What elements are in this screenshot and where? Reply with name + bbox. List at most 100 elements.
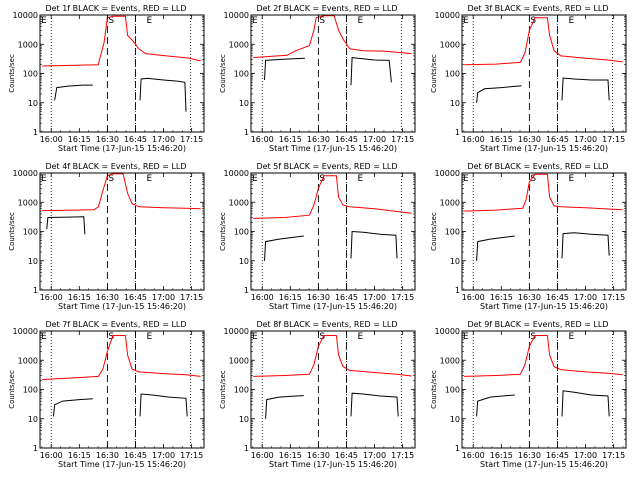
series-events-2: [139, 393, 188, 417]
x-tick-label: 17:15: [602, 135, 625, 144]
marker-label-end: E: [357, 174, 363, 184]
panel-det-2f: Det 2f BLACK = Events, RED = LLD E S E 1 10 10…: [219, 4, 416, 153]
y-tick-label: 100: [234, 228, 249, 237]
x-tick-label: 16:00: [40, 135, 63, 144]
marker-label-end: E: [568, 332, 574, 342]
series-events-1: [264, 57, 305, 81]
y-tick-label: 10: [239, 257, 249, 266]
x-tick-label: 16:45: [124, 135, 147, 144]
y-axis-label: Counts/sec: [219, 54, 227, 93]
y-axis-label: Counts/sec: [219, 212, 227, 251]
x-tick-label: 16:15: [490, 135, 513, 144]
x-tick-label: 17:15: [180, 293, 203, 302]
x-tick-label: 17:00: [152, 451, 175, 460]
series-events-2: [561, 77, 610, 101]
panel-det-1f: Det 1f BLACK = Events, RED = LLD E S E 1 10 10…: [8, 4, 205, 153]
panel-title: Det 3f BLACK = Events, RED = LLD: [467, 4, 608, 13]
y-tick-label: 1000: [440, 356, 460, 365]
plot-frame: [250, 330, 416, 449]
x-tick-label: 16:45: [335, 293, 358, 302]
y-tick-label: 10000: [224, 169, 249, 178]
y-tick-label: 1000: [229, 356, 249, 365]
y-tick-label: 1: [455, 444, 460, 453]
y-tick-label: 1000: [18, 198, 38, 207]
y-tick-label: 1000: [229, 40, 249, 49]
x-tick-label: 17:00: [574, 293, 597, 302]
y-tick-label: 100: [445, 386, 460, 395]
marker-label-start: E: [41, 332, 47, 342]
panel-det-6f: Det 6f BLACK = Events, RED = LLD E S E 1 10 10…: [430, 162, 627, 311]
y-tick-label: 10000: [224, 327, 249, 336]
x-tick-label: 17:00: [574, 451, 597, 460]
y-tick-label: 10: [239, 99, 249, 108]
plot-frame: [461, 14, 627, 133]
y-axis-label: Counts/sec: [430, 54, 438, 93]
x-tick-label: 16:30: [96, 135, 119, 144]
x-axis-label: Start Time (17-Jun-15 15:46:20): [480, 144, 608, 153]
series-lld-0: [42, 173, 201, 212]
marker-label-saa: S: [530, 174, 536, 184]
x-tick-label: 16:45: [546, 451, 569, 460]
y-tick-label: 10000: [13, 327, 38, 336]
x-tick-label: 17:00: [363, 451, 386, 460]
y-tick-label: 100: [23, 228, 38, 237]
y-tick-label: 10: [450, 415, 460, 424]
series-lld-0: [253, 15, 412, 59]
x-axis-label: Start Time (17-Jun-15 15:46:20): [480, 302, 608, 311]
y-tick-label: 1000: [18, 40, 38, 49]
x-tick-label: 16:30: [307, 451, 330, 460]
x-tick-label: 16:30: [518, 451, 541, 460]
x-tick-label: 16:30: [518, 135, 541, 144]
marker-label-start: E: [41, 16, 47, 26]
y-tick-label: 10: [28, 99, 38, 108]
x-tick-label: 16:00: [462, 135, 485, 144]
series-lld-0: [464, 335, 623, 377]
panel-title: Det 2f BLACK = Events, RED = LLD: [256, 4, 397, 13]
y-tick-label: 10000: [13, 11, 38, 20]
y-tick-label: 1: [244, 444, 249, 453]
x-axis-label: Start Time (17-Jun-15 15:46:20): [58, 460, 186, 469]
x-tick-label: 16:45: [335, 135, 358, 144]
y-tick-label: 100: [445, 228, 460, 237]
series-events-1: [54, 84, 93, 101]
panel-title: Det 5f BLACK = Events, RED = LLD: [256, 162, 397, 171]
marker-label-saa: S: [108, 16, 114, 26]
x-tick-label: 17:00: [152, 135, 175, 144]
x-axis-label: Start Time (17-Jun-15 15:46:20): [58, 144, 186, 153]
x-tick-label: 16:15: [68, 135, 91, 144]
x-tick-label: 17:15: [391, 293, 414, 302]
x-tick-label: 17:00: [363, 293, 386, 302]
marker-label-saa: S: [530, 332, 536, 342]
x-tick-label: 16:15: [68, 451, 91, 460]
y-tick-label: 10000: [435, 327, 460, 336]
y-axis-label: Counts/sec: [8, 212, 16, 251]
x-tick-label: 16:15: [279, 135, 302, 144]
x-tick-label: 17:15: [602, 451, 625, 460]
y-tick-label: 10000: [13, 169, 38, 178]
x-axis-label: Start Time (17-Jun-15 15:46:20): [269, 460, 397, 469]
marker-label-saa: S: [319, 332, 325, 342]
x-tick-label: 17:15: [180, 135, 203, 144]
x-tick-label: 16:30: [518, 293, 541, 302]
x-tick-label: 17:15: [391, 135, 414, 144]
x-tick-label: 16:15: [279, 451, 302, 460]
y-axis-label: Counts/sec: [430, 370, 438, 409]
x-tick-label: 16:00: [462, 451, 485, 460]
marker-label-start: E: [252, 174, 258, 184]
y-tick-label: 1000: [440, 40, 460, 49]
marker-label-saa: S: [108, 174, 114, 184]
y-tick-label: 10000: [224, 11, 249, 20]
plot-frame: [250, 172, 416, 291]
marker-label-start: E: [252, 16, 258, 26]
x-tick-label: 16:15: [490, 451, 513, 460]
y-axis-label: Counts/sec: [8, 54, 16, 93]
y-tick-label: 10: [450, 99, 460, 108]
y-tick-label: 10: [450, 257, 460, 266]
x-tick-label: 16:15: [490, 293, 513, 302]
x-tick-label: 17:00: [574, 135, 597, 144]
x-tick-label: 16:00: [251, 451, 274, 460]
